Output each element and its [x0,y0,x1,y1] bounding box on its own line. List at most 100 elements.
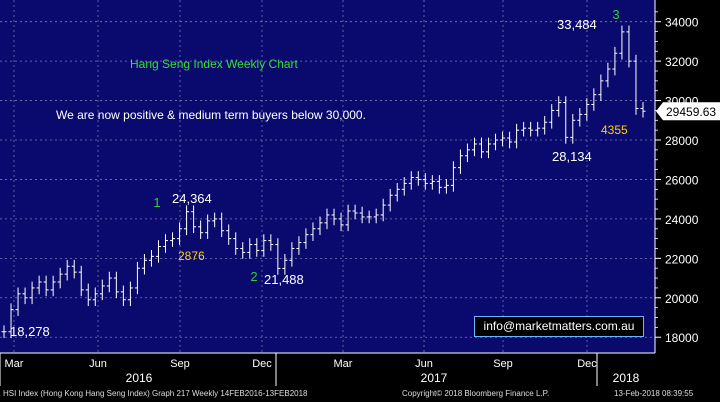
x-month-label: Sep [493,358,513,370]
price-bar [471,137,477,157]
price-bar [457,149,463,174]
chart-title: Hang Seng Index Weekly Chart [130,57,299,71]
last-value-box [656,102,720,121]
price-bar [15,287,21,316]
plot-area [0,0,655,353]
price-bar [366,210,372,224]
email-link[interactable]: info@marketmatters.com.au [474,316,644,337]
price-bar [163,234,169,253]
price-bar [577,108,583,127]
price-bar [408,171,414,190]
price-bar [36,275,42,295]
x-year-label: 2018 [613,371,640,385]
x-year-label: 2016 [126,371,153,385]
price-bar [127,281,133,307]
price-bar [591,88,597,111]
price-bar [450,161,456,192]
price-bar [338,212,344,232]
price-bar [500,131,506,147]
price-bar [71,259,77,279]
x-year-label: 2017 [421,371,448,385]
y-tick-label: 18000 [665,331,699,345]
price-bar [570,113,576,144]
price-bar [345,204,351,232]
y-tick-label: 26000 [665,173,699,187]
price-bar [226,224,232,245]
price-bar [289,242,295,267]
x-month-label: Mar [334,358,353,370]
price-bar [422,173,428,190]
price-bar [219,212,225,238]
x-month-label: Sep [170,358,190,370]
price-bar [415,171,421,186]
price-bar [612,46,618,76]
price-bar [113,271,119,299]
chart-annotation: 18,278 [10,324,50,339]
price-bar [359,206,365,224]
price-bar [563,96,569,144]
footer-timestamp: 13-Feb-2018 08:39:55 [614,389,694,398]
price-bar [275,238,281,275]
price-bar [303,228,309,249]
price-bar [352,204,358,220]
price-bar [22,287,28,305]
price-bar [619,25,625,60]
price-bar [493,133,499,151]
x-month-label: Dec [577,358,597,370]
price-bar [528,121,534,137]
chart-annotation: 24,364 [172,191,212,206]
price-bar [8,303,14,339]
price-bar [177,222,183,245]
price-bar [436,175,442,194]
price-bar [598,74,604,101]
hang-seng-weekly-chart: 1800020000220002400026000280003000032000… [0,0,720,386]
price-bar [401,177,407,196]
price-bar [261,234,267,257]
price-bar [478,137,484,159]
price-bar [282,254,288,275]
y-tick-label: 24000 [665,213,699,227]
price-bar [191,205,197,234]
price-bar [317,216,323,236]
price-bar [380,198,386,222]
price-bar [542,115,548,135]
price-bar [184,205,190,236]
x-month-label: Dec [252,358,272,370]
price-bar [233,232,239,255]
x-month-label: Jun [89,358,107,370]
price-bar [78,265,84,297]
footer-copyright: Copyright© 2018 Bloomberg Finance L.P. [402,389,550,398]
price-bar [268,234,274,251]
chart-annotation: 21,488 [264,272,304,287]
price-bar [514,123,520,149]
price-bar [170,232,176,247]
price-bar [464,143,470,163]
price-bar [254,238,260,257]
chart-annotation: 1 [153,195,160,210]
price-bar [443,179,449,194]
price-bar [1,325,7,339]
price-bar [535,121,541,137]
x-month-label: Mar [5,358,24,370]
price-bar [640,102,646,118]
price-bar [134,261,140,295]
chart-annotation: 28,134 [552,149,592,164]
y-tick-label: 20000 [665,292,699,306]
price-bar [148,250,154,267]
last-value-marker: 29459.63 [656,102,720,121]
price-bar [43,275,49,297]
footer-bar: HSI Index (Hong Kong Hang Seng Index) Gr… [0,386,720,402]
chart-annotation: 2876 [178,249,205,263]
price-bar [212,212,218,228]
price-bar [486,137,492,159]
price-bar [556,96,562,117]
price-bar [331,208,337,226]
price-bar [50,275,56,297]
y-tick-label: 32000 [665,55,699,69]
price-bar [198,220,204,240]
price-bar [394,183,400,202]
price-bar [57,267,63,289]
last-value-label: 29459.63 [666,105,716,119]
price-bar [29,281,35,305]
price-bar [429,175,435,190]
